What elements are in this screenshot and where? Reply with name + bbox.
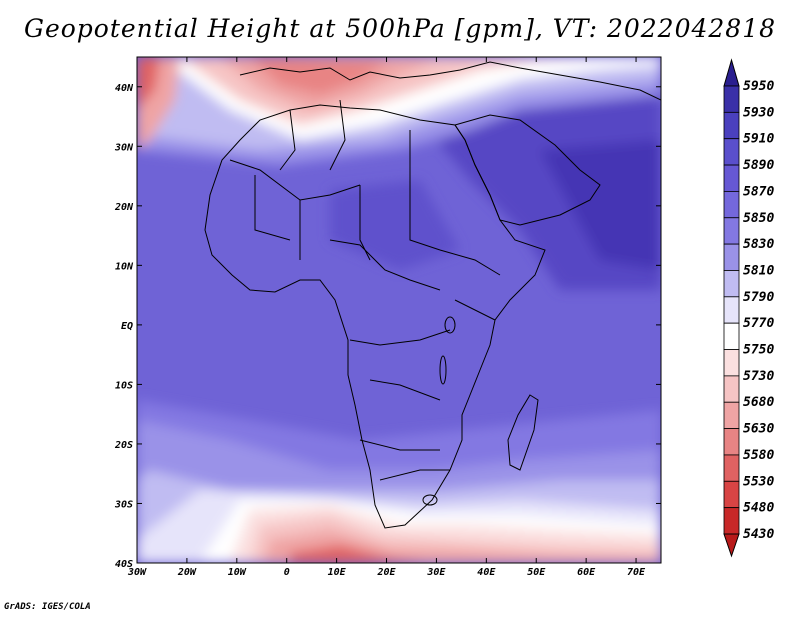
- colorbar-label: 5730: [743, 369, 774, 384]
- lat-tick-labels: 40N 30N 20N 10N EQ 10S 20S 30S 40S: [114, 83, 134, 570]
- lat-tick-label: 20S: [114, 440, 133, 451]
- colorbar-segment: [723, 243, 740, 271]
- colorbar-label: 5910: [743, 132, 774, 147]
- lat-tick-label: 30N: [114, 142, 134, 153]
- lon-tick-labels: 30W 20W 10W 0 10E 20E 30E 40E 50E 60E 70E: [127, 567, 646, 578]
- axis-ticks: [136, 57, 661, 564]
- lat-tick-label: 10N: [115, 261, 134, 272]
- lon-tick-label: 50E: [527, 567, 546, 578]
- lon-tick-label: 40E: [477, 567, 496, 578]
- colorbar-label: 5480: [743, 501, 774, 516]
- colorbar-label: 5770: [743, 316, 774, 331]
- colorbar: 5950 5930 5910 5890 5870 5850 5830 5810 5790 5770…: [723, 58, 774, 558]
- colorbar-label: 5890: [743, 158, 774, 173]
- lon-tick-label: 20E: [376, 567, 396, 578]
- colorbar-segment: [723, 164, 740, 192]
- lon-tick-label: 70E: [627, 567, 646, 578]
- lat-tick-label: 10S: [115, 380, 133, 391]
- colorbar-label: 5950: [743, 79, 774, 94]
- lat-tick-label: 40S: [115, 559, 133, 570]
- colorbar-segment: [723, 507, 740, 535]
- colorbar-label: 5750: [743, 343, 774, 358]
- colorbar-segment: [723, 480, 740, 509]
- lat-tick-label: 20N: [114, 202, 134, 213]
- colorbar-segment: [723, 191, 740, 219]
- colorbar-segment: [723, 428, 740, 456]
- colorbar-segment: [723, 296, 740, 324]
- map-frame: [136, 56, 662, 564]
- colorbar-label: 5870: [743, 184, 774, 199]
- colorbar-label: 5430: [743, 527, 774, 542]
- country-borders: [204, 61, 661, 529]
- colorbar-label: 5630: [743, 422, 774, 437]
- chart-title: Geopotential Height at 500hPa [gpm], VT:…: [23, 14, 777, 43]
- colorbar-label: 5830: [743, 237, 774, 252]
- colorbar-label: 5810: [743, 263, 774, 278]
- lat-tick-label: 40N: [115, 83, 134, 94]
- lon-tick-label: 10E: [328, 567, 347, 578]
- lon-tick-label: 30E: [426, 567, 446, 578]
- colorbar-segment: [723, 375, 740, 403]
- colorbar-max-arrow: [723, 58, 740, 87]
- lat-tick-label: EQ: [121, 321, 133, 332]
- colorbar-segment: [723, 111, 740, 140]
- colorbar-segment: [723, 349, 740, 377]
- colorbar-min-arrow: [723, 533, 740, 558]
- colorbar-segment: [723, 401, 740, 429]
- colorbar-segment: [723, 217, 740, 245]
- lon-tick-label: 60E: [577, 567, 596, 578]
- lat-tick-label: 30S: [114, 499, 133, 510]
- lon-tick-label: 0: [284, 567, 290, 578]
- colorbar-label: 5530: [743, 474, 774, 489]
- colorbar-segment: [723, 138, 740, 166]
- credit-label: GrADS: IGES/COLA: [4, 602, 91, 612]
- colorbar-label: 5580: [743, 448, 774, 463]
- lon-tick-label: 10W: [228, 567, 247, 578]
- colorbar-label: 5790: [743, 290, 774, 305]
- colorbar-segment: [723, 322, 740, 350]
- colorbar-segment: [723, 454, 740, 482]
- colorbar-label: 5680: [743, 395, 774, 410]
- lon-tick-label: 30W: [127, 567, 147, 578]
- colorbar-segment: [723, 85, 740, 113]
- lon-tick-label: 20W: [177, 567, 197, 578]
- colorbar-label: 5850: [743, 211, 774, 226]
- colorbar-segment: [723, 270, 740, 298]
- height-field: [137, 57, 661, 563]
- colorbar-label: 5930: [743, 105, 774, 120]
